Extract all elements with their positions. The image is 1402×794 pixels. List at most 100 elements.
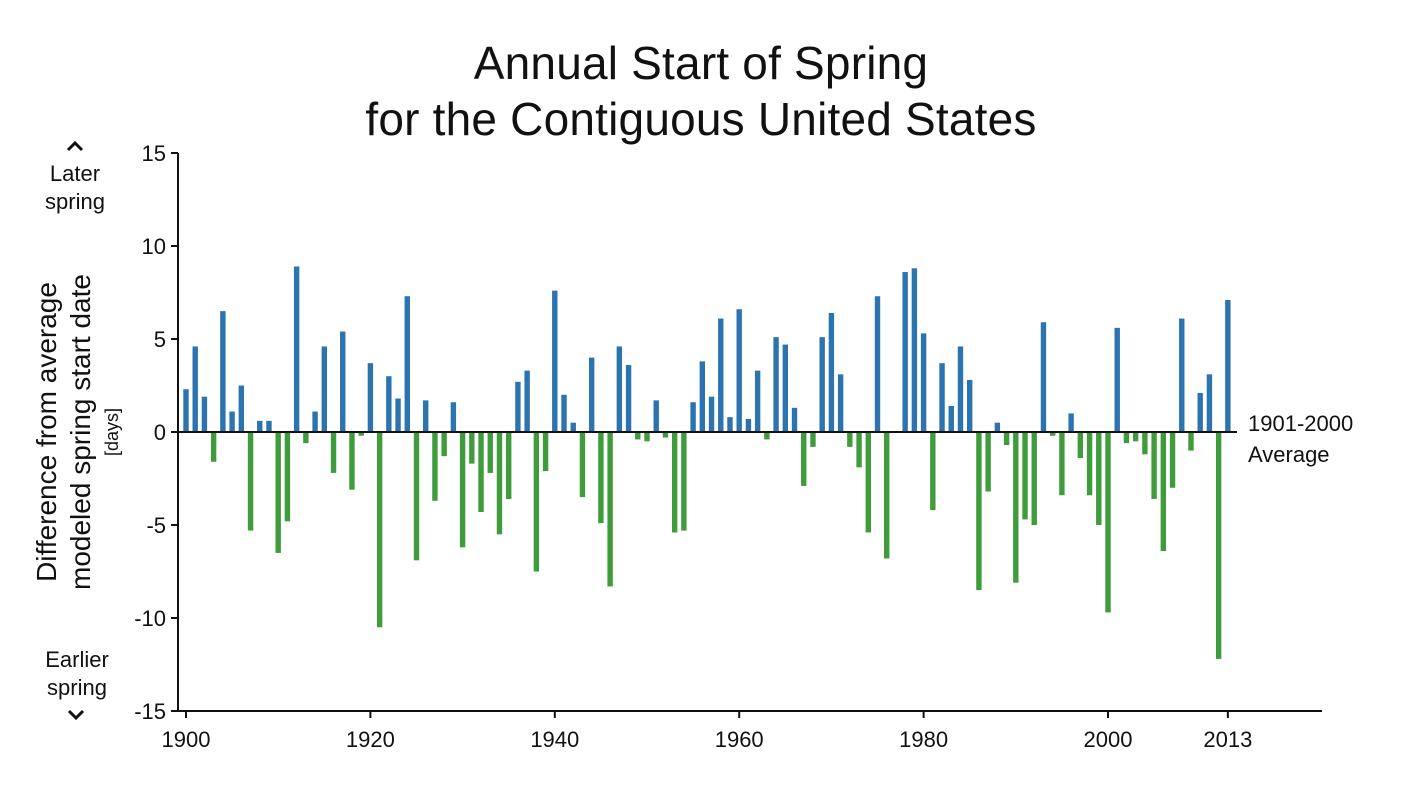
bar-1936: [515, 381, 521, 432]
bar-1940: [552, 290, 558, 432]
x-tick-label: 2000: [1084, 727, 1133, 752]
bar-2006: [1160, 432, 1167, 552]
bar-1960: [736, 309, 742, 432]
y-axis-label-line1: Difference from average: [31, 282, 62, 582]
y-tick-label: -10: [134, 606, 166, 631]
bar-1978: [902, 272, 908, 432]
y-tick-label: -5: [146, 513, 166, 538]
bar-1962: [754, 370, 761, 432]
bar-2011: [1206, 374, 1213, 432]
bar-1917: [340, 331, 346, 432]
bar-1922: [386, 376, 392, 432]
bar-1944: [588, 357, 595, 432]
bar-1959: [727, 417, 733, 432]
y-tick-label: 10: [142, 234, 166, 259]
baseline-label-line2: Average: [1248, 442, 1330, 467]
bar-1941: [561, 394, 567, 432]
bar-2007: [1169, 432, 1176, 488]
baseline-label-line1: 1901-2000: [1248, 411, 1353, 436]
bar-1918: [349, 432, 355, 490]
bar-1970: [828, 312, 835, 432]
bar-2012: [1215, 432, 1222, 659]
down-chevron-icon: [67, 709, 85, 721]
x-tick-label: 1960: [715, 727, 764, 752]
bar-1920: [367, 363, 374, 432]
bar-1948: [625, 365, 632, 432]
bar-1997: [1077, 432, 1084, 459]
bar-1996: [1068, 413, 1074, 432]
bar-1914: [312, 411, 318, 432]
bar-1943: [579, 432, 586, 498]
bar-1912: [293, 266, 300, 432]
bar-1967: [801, 432, 807, 486]
bar-1927: [432, 432, 438, 501]
y-tick-label: 5: [154, 327, 166, 352]
later-label-line2: spring: [45, 189, 105, 214]
bar-1955: [690, 402, 696, 432]
x-tick-label: 1900: [162, 727, 211, 752]
y-axis-unit-label: [days]: [102, 408, 122, 456]
bar-1946: [607, 432, 613, 587]
bar-1974: [865, 432, 871, 533]
bar-1954: [681, 432, 687, 531]
earlier-label-line1: Earlier: [45, 647, 109, 672]
chart-title-line2: for the Contiguous United States: [365, 93, 1037, 145]
y-tick-label: 0: [154, 420, 166, 445]
bar-1969: [819, 337, 825, 432]
bar-2005: [1151, 432, 1157, 499]
bar-1961: [745, 418, 752, 432]
bar-1981: [930, 432, 936, 511]
bar-1942: [570, 422, 576, 432]
bar-1935: [506, 432, 512, 499]
x-tick-label: 2013: [1203, 727, 1252, 752]
bar-1964: [773, 337, 779, 432]
bar-1963: [764, 432, 770, 440]
bar-1958: [718, 318, 724, 432]
bar-1973: [856, 432, 862, 468]
bar-2003: [1132, 432, 1139, 442]
bar-2002: [1123, 432, 1130, 444]
bar-1913: [303, 432, 309, 444]
bar-1903: [210, 432, 217, 462]
y-ticks-group: 15 10 5 0 -5 -10 -15: [134, 141, 178, 724]
bar-2001: [1114, 327, 1120, 432]
bar-1945: [598, 432, 604, 524]
bar-1956: [699, 361, 706, 432]
bar-1923: [395, 398, 401, 432]
bar-1908: [257, 420, 263, 432]
chart-title-line1: Annual Start of Spring: [473, 37, 929, 89]
bar-1985: [967, 379, 973, 432]
bar-2004: [1142, 432, 1148, 455]
bar-1931: [469, 432, 475, 464]
bar-1911: [284, 432, 291, 522]
x-ticks-group: 1900 1920 1940 1960 1980 2000 2013: [162, 711, 1252, 752]
y-tick-label: -15: [134, 699, 166, 724]
x-tick-label: 1980: [899, 727, 948, 752]
bar-1983: [948, 405, 954, 432]
bar-1900: [183, 389, 189, 432]
bar-1951: [653, 400, 659, 432]
bar-2000: [1105, 432, 1111, 613]
bar-1999: [1096, 432, 1102, 525]
bar-1902: [201, 396, 208, 432]
bar-1904: [220, 311, 226, 432]
y-axis-label-line2: modeled spring start date: [65, 274, 96, 590]
bar-1907: [247, 432, 254, 531]
bar-1986: [976, 432, 982, 591]
bar-1987: [985, 432, 991, 492]
bar-1921: [376, 432, 383, 628]
bar-1972: [847, 432, 853, 447]
bar-1957: [708, 396, 715, 432]
bar-2008: [1179, 318, 1185, 432]
bar-1988: [994, 422, 1001, 432]
bar-1991: [1022, 432, 1028, 520]
bar-1901: [192, 346, 198, 432]
bar-1993: [1040, 322, 1047, 432]
x-tick-label: 1920: [346, 727, 395, 752]
bar-1919: [358, 432, 364, 436]
bar-1992: [1031, 432, 1037, 525]
bar-2010: [1197, 392, 1203, 432]
bar-1947: [616, 346, 623, 432]
up-chevron-icon: [66, 140, 84, 152]
